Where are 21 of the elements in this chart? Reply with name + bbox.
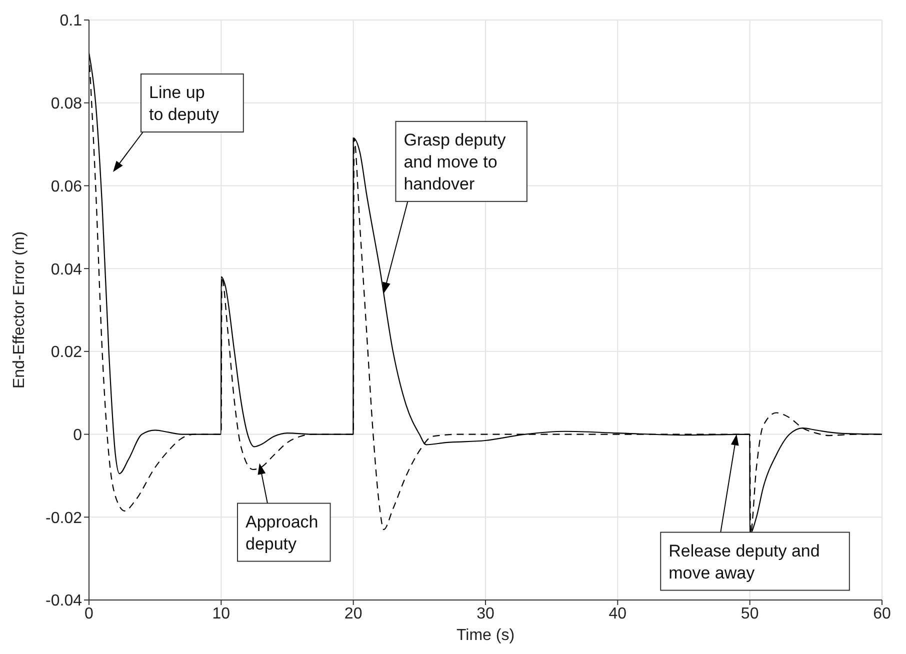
y-tick-label: 0.08 (50, 96, 82, 113)
x-tick-label: 10 (212, 605, 230, 622)
y-tick-label: -0.02 (46, 510, 82, 527)
y-tick-label: 0 (73, 426, 82, 444)
annotation: Line up to deputy (149, 83, 220, 124)
x-tick-label: 30 (476, 605, 494, 622)
x-tick-label: 50 (740, 605, 759, 622)
x-tick-label: 20 (344, 605, 362, 622)
annotation: Grasp deputy and move to handover (404, 130, 506, 194)
y-tick-label: 0.1 (60, 12, 82, 30)
y-tick-label: 0.06 (50, 178, 82, 196)
y-tick-label: 0.04 (50, 261, 82, 278)
x-tick-label: 0 (84, 605, 94, 622)
annotation: Approach deputy (245, 512, 318, 554)
y-axis-title: End-Effector Error (m) (11, 231, 28, 389)
annotation: Release deputy and move away (668, 541, 820, 582)
x-tick-label: 40 (608, 605, 627, 622)
y-tick-label: 0.02 (50, 344, 82, 362)
x-tick-label: 60 (873, 605, 891, 622)
y-tick-label: -0.04 (46, 592, 82, 610)
x-axis-title: Time (s) (456, 627, 515, 644)
